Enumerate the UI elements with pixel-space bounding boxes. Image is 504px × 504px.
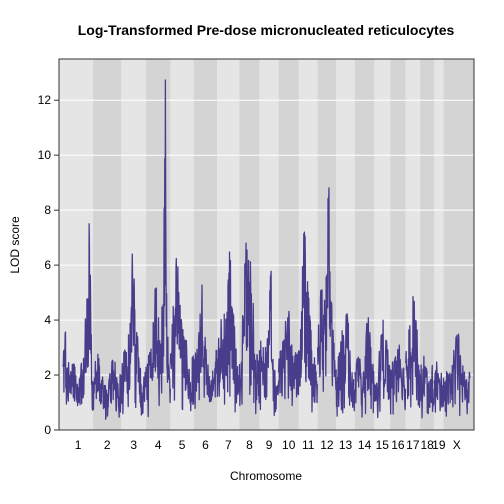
chromosome-band-8 — [239, 59, 260, 430]
lod-line-chr-1 — [62, 223, 94, 411]
x-tick-label: 7 — [225, 438, 232, 452]
y-tick-label: 10 — [38, 148, 52, 162]
chromosome-band-9 — [259, 59, 279, 430]
chromosome-band-18 — [420, 59, 435, 430]
y-tick-label: 0 — [44, 423, 51, 437]
lod-line-chr-6 — [193, 284, 218, 409]
x-tick-label: 1 — [75, 438, 82, 452]
chart-title: Log-Transformed Pre-dose micronucleated … — [78, 22, 455, 38]
y-tick-label: 6 — [44, 258, 51, 272]
chromosome-band-13 — [336, 59, 355, 430]
chromosome-band-5 — [170, 59, 194, 430]
lod-line-chr-19 — [433, 361, 445, 413]
y-tick-label: 4 — [44, 313, 51, 327]
lod-series — [62, 79, 471, 420]
lod-line-chr-10 — [277, 310, 300, 407]
x-tick-label: 19 — [432, 438, 446, 452]
y-axis: 0 2 4 6 8 10 12 — [38, 93, 59, 437]
lod-line-chr-17 — [404, 296, 421, 408]
chromosome-band-16 — [390, 59, 406, 430]
lod-line-chr-18 — [419, 355, 435, 419]
x-tick-label: 6 — [202, 438, 209, 452]
lod-line-chr-4 — [145, 79, 172, 418]
x-tick-label: 12 — [320, 438, 334, 452]
chromosome-band-19 — [434, 59, 444, 430]
lod-line-chr-3 — [120, 253, 147, 416]
x-tick-label: 2 — [104, 438, 111, 452]
x-tick-label: 3 — [130, 438, 137, 452]
lod-line-chr-2 — [92, 353, 122, 420]
lod-line-chr-5 — [169, 257, 195, 412]
lod-line-chr-16 — [389, 344, 407, 415]
lod-line-chr-12 — [316, 187, 337, 392]
lod-line-chr-13 — [335, 313, 356, 417]
chromosome-band-15 — [374, 59, 391, 430]
lod-line-chr-X — [442, 333, 471, 417]
x-tick-label: 14 — [358, 438, 372, 452]
y-tick-label: 8 — [44, 203, 51, 217]
x-tick-label: 16 — [391, 438, 405, 452]
y-axis-label: LOD score — [8, 216, 22, 274]
x-tick-label: 5 — [179, 438, 186, 452]
lod-line-chr-9 — [258, 270, 280, 417]
x-tick-label: 8 — [246, 438, 253, 452]
x-tick-label: 15 — [376, 438, 390, 452]
grid-lines — [59, 99, 474, 431]
y-tick-label: 12 — [38, 93, 52, 107]
x-tick-label: 10 — [282, 438, 296, 452]
y-tick-label: 2 — [44, 368, 51, 382]
x-tick-label: 13 — [339, 438, 353, 452]
plot-frame — [58, 58, 475, 431]
chromosome-band-11 — [298, 59, 318, 430]
chromosome-bands — [59, 59, 474, 430]
lod-line-chr-8 — [238, 242, 261, 415]
lod-line-chr-15 — [373, 319, 391, 419]
x-tick-label: 11 — [302, 438, 315, 452]
lod-line-chr-7 — [216, 251, 241, 413]
lod-line-chr-11 — [298, 231, 319, 413]
x-tick-label: 18 — [420, 438, 434, 452]
x-tick-label: X — [453, 438, 461, 452]
x-tick-label: 4 — [155, 438, 162, 452]
chromosome-band-10 — [278, 59, 299, 430]
x-tick-label: 9 — [266, 438, 273, 452]
x-axis-label: Chromosome — [230, 469, 302, 483]
lod-line-chr-14 — [354, 317, 375, 418]
x-tick-label: 17 — [406, 438, 420, 452]
